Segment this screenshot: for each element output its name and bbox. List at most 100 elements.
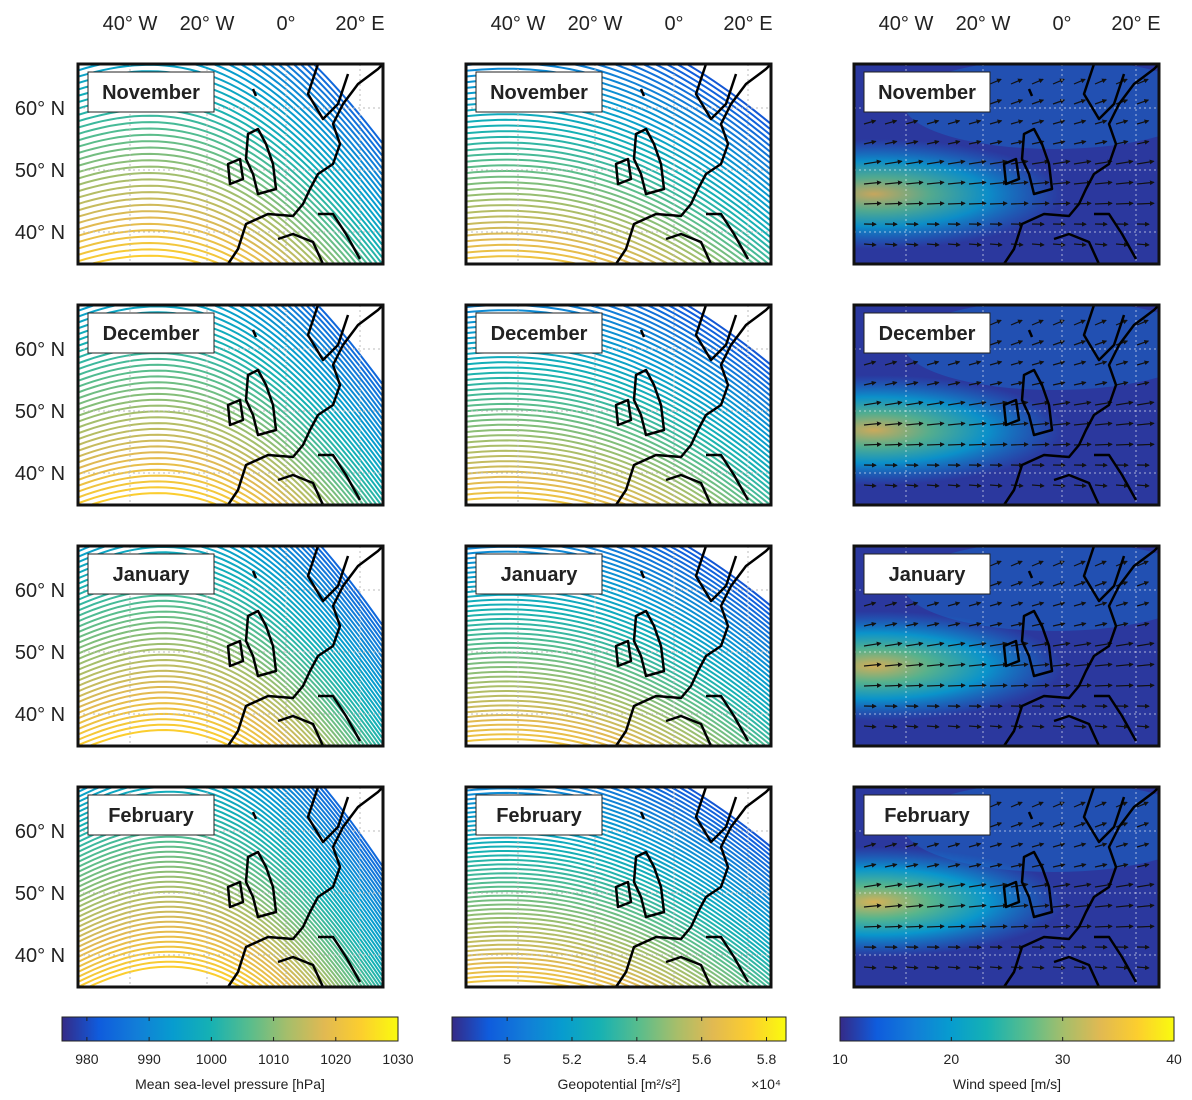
wind-arrow [1053, 444, 1070, 445]
longitude-label: 20° E [335, 13, 384, 35]
wind-arrow [948, 444, 965, 445]
longitude-label: 20° W [180, 13, 235, 35]
longitude-label: 0° [1052, 13, 1071, 35]
longitude-label: 40° W [879, 13, 934, 35]
latitude-label: 40° N [15, 704, 65, 726]
colorbar-tick-label: 30 [1055, 1051, 1071, 1067]
wind-arrow [969, 685, 986, 686]
wind-arrow [1074, 926, 1091, 927]
wind-arrow [906, 203, 923, 204]
latitude-label: 60° N [15, 821, 65, 843]
wind-arrow [1137, 203, 1154, 204]
wind-arrow [990, 203, 1007, 204]
wind-arrow [1053, 926, 1070, 927]
month-label: February [108, 805, 194, 827]
colorbar-multiplier: ×10⁴ [751, 1076, 781, 1092]
month-label: November [490, 82, 588, 104]
wind-arrow [969, 926, 986, 927]
colorbar [840, 1017, 1174, 1041]
colorbar-tick-label: 5.4 [627, 1051, 647, 1067]
colorbar-tick-label: 1020 [320, 1051, 351, 1067]
longitude-label: 20° W [568, 13, 623, 35]
wind-arrow [1116, 203, 1133, 204]
longitude-label: 40° W [103, 13, 158, 35]
wind-arrow [1137, 444, 1154, 445]
wind-arrow [927, 203, 944, 204]
latitude-label: 50° N [15, 401, 65, 423]
wind-arrow [927, 685, 944, 686]
colorbar-tick-label: 1010 [258, 1051, 289, 1067]
latitude-label: 50° N [15, 642, 65, 664]
month-label: January [113, 564, 191, 586]
colorbar-tick-label: 20 [944, 1051, 960, 1067]
month-label: February [496, 805, 582, 827]
wind-arrow [1137, 685, 1154, 686]
wind-arrow [1074, 444, 1091, 445]
wind-arrow [1095, 203, 1112, 204]
wind-arrow [1095, 685, 1112, 686]
wind-arrow [1137, 926, 1154, 927]
wind-arrow [990, 685, 1007, 686]
wind-arrow [864, 926, 881, 927]
colorbar-tick-label: 1000 [196, 1051, 227, 1067]
latitude-label: 50° N [15, 160, 65, 182]
colorbar-label: Geopotential [m²/s²] [558, 1076, 681, 1092]
wind-arrow [1011, 685, 1028, 686]
longitude-label: 20° W [956, 13, 1011, 35]
wind-arrow [864, 685, 881, 686]
wind-arrow [1032, 203, 1049, 204]
wind-arrow [1116, 926, 1133, 927]
latitude-label: 60° N [15, 580, 65, 602]
wind-arrow [885, 444, 902, 445]
latitude-label: 40° N [15, 222, 65, 244]
wind-arrow [864, 444, 881, 445]
colorbar-tick-label: 10 [832, 1051, 848, 1067]
longitude-label: 40° W [491, 13, 546, 35]
colorbar-tick-label: 990 [137, 1051, 161, 1067]
month-label: December [103, 323, 200, 345]
colorbar-label: Wind speed [m/s] [953, 1076, 1061, 1092]
month-label: December [491, 323, 588, 345]
wind-arrow [948, 685, 965, 686]
colorbar [62, 1017, 398, 1041]
wind-arrow [969, 444, 986, 445]
colorbar-tick-label: 980 [75, 1051, 99, 1067]
wind-arrow [1032, 926, 1049, 927]
wind-arrow [1032, 444, 1049, 445]
longitude-label: 20° E [723, 13, 772, 35]
wind-arrow [990, 926, 1007, 927]
colorbar-tick-label: 5.8 [757, 1051, 777, 1067]
wind-arrow [1074, 203, 1091, 204]
wind-arrow [948, 203, 965, 204]
latitude-label: 50° N [15, 883, 65, 905]
wind-arrow [1074, 685, 1091, 686]
longitude-label: 20° E [1111, 13, 1160, 35]
wind-arrow [969, 203, 986, 204]
wind-arrow [864, 203, 881, 204]
colorbar-tick-label: 40 [1166, 1051, 1182, 1067]
wind-arrow [927, 444, 944, 445]
wind-arrow [1011, 926, 1028, 927]
wind-arrow [1116, 444, 1133, 445]
month-label: November [878, 82, 976, 104]
month-label: February [884, 805, 970, 827]
wind-arrow [906, 685, 923, 686]
wind-arrow [1116, 685, 1133, 686]
colorbar-tick-label: 5.2 [562, 1051, 582, 1067]
wind-arrow [906, 444, 923, 445]
wind-arrow [1053, 203, 1070, 204]
wind-arrow [1011, 203, 1028, 204]
wind-arrow [885, 685, 902, 686]
latitude-label: 40° N [15, 945, 65, 967]
colorbar-tick-label: 5 [503, 1051, 511, 1067]
month-label: November [102, 82, 200, 104]
colorbar-tick-label: 1030 [382, 1051, 413, 1067]
wind-arrow [1095, 926, 1112, 927]
latitude-label: 40° N [15, 463, 65, 485]
wind-arrow [1032, 685, 1049, 686]
wind-arrow [948, 926, 965, 927]
wind-arrow [990, 444, 1007, 445]
wind-arrow [927, 926, 944, 927]
longitude-label: 0° [276, 13, 295, 35]
